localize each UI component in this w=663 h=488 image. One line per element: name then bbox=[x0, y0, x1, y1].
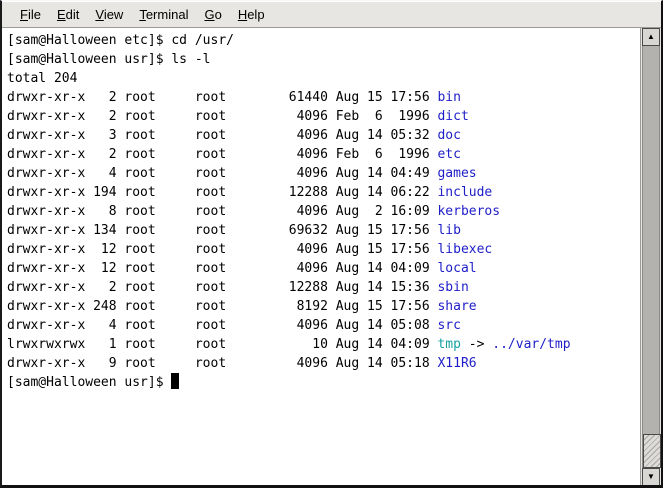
scroll-down-button[interactable]: ▼ bbox=[642, 468, 660, 485]
terminal-line: [sam@Halloween usr]$ ls -l bbox=[7, 50, 640, 69]
terminal-line: drwxr-xr-x 12 root root 4096 Aug 15 17:5… bbox=[7, 240, 640, 259]
terminal-line: drwxr-xr-x 8 root root 4096 Aug 2 16:09 … bbox=[7, 202, 640, 221]
terminal-line: drwxr-xr-x 4 root root 4096 Aug 14 05:08… bbox=[7, 316, 640, 335]
up-arrow-icon: ▲ bbox=[647, 32, 655, 41]
file-name: doc bbox=[437, 128, 461, 143]
menu-go-label: o bbox=[214, 7, 222, 22]
file-name: include bbox=[437, 185, 493, 200]
scroll-up-button[interactable]: ▲ bbox=[642, 28, 660, 46]
menu-edit-hotkey: E bbox=[56, 7, 66, 22]
entry-details: drwxr-xr-x 12 root root 4096 Aug 14 04:0… bbox=[7, 261, 438, 276]
menu-file[interactable]: File bbox=[12, 4, 49, 25]
menu-view[interactable]: View bbox=[87, 4, 131, 25]
terminal-line: drwxr-xr-x 194 root root 12288 Aug 14 06… bbox=[7, 183, 640, 202]
entry-details: drwxr-xr-x 134 root root 69632 Aug 15 17… bbox=[7, 223, 438, 238]
terminal-line: [sam@Halloween etc]$ cd /usr/ bbox=[7, 31, 640, 50]
file-name: lib bbox=[437, 223, 461, 238]
entry-details: drwxr-xr-x 4 root root 4096 Aug 14 04:49 bbox=[7, 166, 438, 181]
terminal-line: drwxr-xr-x 4 root root 4096 Aug 14 04:49… bbox=[7, 164, 640, 183]
down-arrow-icon: ▼ bbox=[647, 472, 655, 481]
text-cursor bbox=[171, 373, 180, 389]
entry-details: drwxr-xr-x 248 root root 8192 Aug 15 17:… bbox=[7, 299, 438, 314]
entry-details: drwxr-xr-x 12 root root 4096 Aug 15 17:5… bbox=[7, 242, 438, 257]
terminal-line: drwxr-xr-x 248 root root 8192 Aug 15 17:… bbox=[7, 297, 640, 316]
menu-file-label: ile bbox=[27, 7, 41, 22]
menu-go[interactable]: Go bbox=[196, 4, 229, 25]
file-name: X11R6 bbox=[437, 356, 477, 371]
menu-help-label: elp bbox=[247, 7, 265, 22]
entry-details: drwxr-xr-x 2 root root 61440 Aug 15 17:5… bbox=[7, 90, 438, 105]
entry-details: drwxr-xr-x 2 root root 4096 Feb 6 1996 bbox=[7, 147, 438, 162]
terminal-line: lrwxrwxrwx 1 root root 10 Aug 14 04:09 t… bbox=[7, 335, 640, 354]
terminal-line: [sam@Halloween usr]$ bbox=[7, 373, 640, 392]
menu-go-hotkey: G bbox=[204, 7, 215, 22]
symlink-arrow: -> bbox=[460, 337, 493, 352]
menu-help-hotkey: H bbox=[237, 7, 248, 22]
entry-details: drwxr-xr-x 9 root root 4096 Aug 14 05:18 bbox=[7, 356, 438, 371]
entry-details: drwxr-xr-x 194 root root 12288 Aug 14 06… bbox=[7, 185, 438, 200]
menu-terminal-hotkey: T bbox=[139, 7, 146, 22]
terminal-text: total 204 bbox=[7, 71, 78, 86]
entry-details: drwxr-xr-x 3 root root 4096 Aug 14 05:32 bbox=[7, 128, 438, 143]
file-name: sbin bbox=[437, 280, 469, 295]
terminal-line: drwxr-xr-x 12 root root 4096 Aug 14 04:0… bbox=[7, 259, 640, 278]
entry-details: drwxr-xr-x 2 root root 4096 Feb 6 1996 bbox=[7, 109, 438, 124]
entry-details: drwxr-xr-x 2 root root 12288 Aug 14 15:3… bbox=[7, 280, 438, 295]
terminal-line: drwxr-xr-x 2 root root 61440 Aug 15 17:5… bbox=[7, 88, 640, 107]
terminal-line: drwxr-xr-x 2 root root 12288 Aug 14 15:3… bbox=[7, 278, 640, 297]
file-name: local bbox=[437, 261, 477, 276]
scrollbar[interactable]: ▲ ▼ bbox=[641, 28, 661, 485]
file-name: bin bbox=[437, 90, 461, 105]
file-name: etc bbox=[437, 147, 461, 162]
terminal-line: total 204 bbox=[7, 69, 640, 88]
terminal-text: [sam@Halloween usr]$ bbox=[7, 375, 172, 390]
scrollbar-track[interactable] bbox=[642, 46, 661, 468]
file-name: dict bbox=[437, 109, 469, 124]
terminal-line: drwxr-xr-x 2 root root 4096 Feb 6 1996 e… bbox=[7, 145, 640, 164]
menu-view-label: iew bbox=[103, 7, 124, 22]
terminal-output[interactable]: [sam@Halloween etc]$ cd /usr/ [sam@Hallow… bbox=[2, 28, 641, 485]
terminal-line: drwxr-xr-x 2 root root 4096 Feb 6 1996 d… bbox=[7, 107, 640, 126]
symlink-target: ../var/tmp bbox=[492, 337, 571, 352]
menu-edit-label: dit bbox=[65, 7, 80, 22]
terminal-line: drwxr-xr-x 3 root root 4096 Aug 14 05:32… bbox=[7, 126, 640, 145]
scrollbar-thumb[interactable] bbox=[643, 434, 661, 468]
menu-terminal[interactable]: Terminal bbox=[131, 4, 196, 25]
file-name: src bbox=[437, 318, 461, 333]
terminal-line: drwxr-xr-x 9 root root 4096 Aug 14 05:18… bbox=[7, 354, 640, 373]
menu-help[interactable]: Help bbox=[230, 4, 273, 25]
file-name: libexec bbox=[437, 242, 493, 257]
menu-file-hotkey: F bbox=[20, 7, 28, 22]
terminal-text: [sam@Halloween usr]$ ls -l bbox=[7, 52, 211, 67]
menu-bar: File Edit View Terminal Go Help bbox=[2, 1, 661, 28]
menu-terminal-label: erminal bbox=[145, 7, 189, 22]
entry-details: drwxr-xr-x 4 root root 4096 Aug 14 05:08 bbox=[7, 318, 438, 333]
file-name: tmp bbox=[437, 337, 461, 352]
menu-edit[interactable]: Edit bbox=[49, 4, 87, 25]
entry-details: lrwxrwxrwx 1 root root 10 Aug 14 04:09 bbox=[7, 337, 438, 352]
menu-view-hotkey: V bbox=[95, 7, 104, 22]
entry-details: drwxr-xr-x 8 root root 4096 Aug 2 16:09 bbox=[7, 204, 438, 219]
file-name: kerberos bbox=[437, 204, 501, 219]
terminal-text: [sam@Halloween etc]$ cd /usr/ bbox=[7, 33, 234, 48]
terminal-line: drwxr-xr-x 134 root root 69632 Aug 15 17… bbox=[7, 221, 640, 240]
file-name: share bbox=[437, 299, 477, 314]
window-body: [sam@Halloween etc]$ cd /usr/ [sam@Hallow… bbox=[2, 28, 661, 485]
file-name: games bbox=[437, 166, 477, 181]
